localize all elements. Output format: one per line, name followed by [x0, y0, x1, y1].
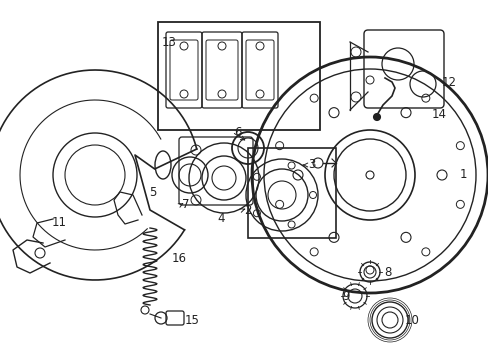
Text: 14: 14	[431, 108, 446, 122]
Text: 15: 15	[184, 315, 200, 328]
Text: 2: 2	[244, 203, 251, 216]
Text: 11: 11	[52, 216, 67, 229]
Text: 8: 8	[383, 266, 390, 279]
Text: 10: 10	[404, 314, 419, 327]
Text: 16: 16	[172, 252, 186, 265]
Text: 1: 1	[459, 168, 467, 181]
Text: 6: 6	[234, 126, 241, 139]
Text: 13: 13	[162, 36, 177, 49]
Text: 7: 7	[182, 198, 189, 211]
Bar	[158, 22, 319, 130]
Bar	[247, 148, 335, 238]
Circle shape	[373, 113, 380, 121]
Text: 3: 3	[307, 158, 315, 171]
Text: 9: 9	[341, 289, 349, 302]
Text: 12: 12	[441, 76, 456, 89]
Text: 5: 5	[149, 186, 156, 199]
Text: 4: 4	[217, 211, 224, 225]
